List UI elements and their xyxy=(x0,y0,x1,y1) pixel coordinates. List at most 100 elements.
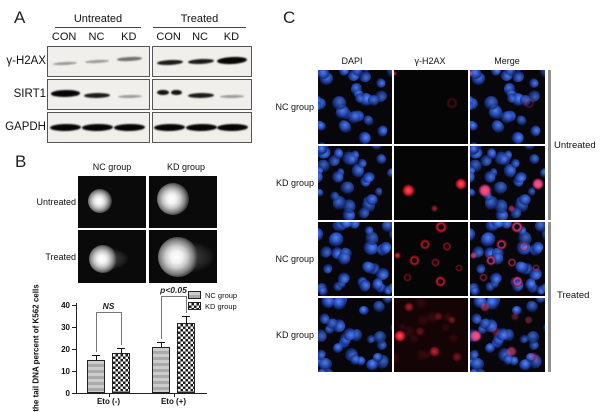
microscopy-image xyxy=(470,146,545,220)
comet-image xyxy=(149,176,217,228)
y-tick-label: 0 xyxy=(65,389,70,398)
lane-label: CON xyxy=(156,31,181,43)
blot-row-label: SIRT1 xyxy=(13,87,46,100)
x-category-tick xyxy=(108,394,110,397)
faint-red-cell xyxy=(417,314,429,326)
h2ax-focus xyxy=(394,251,402,259)
microscopy-image xyxy=(318,298,392,372)
y-tick-label: 20 xyxy=(61,345,70,354)
h2ax-focus xyxy=(531,178,544,191)
x-category-label: Eto (-) xyxy=(96,397,121,406)
tail-dna-bar-chart: the tail DNA percent of K562 cells 0 10 20… xyxy=(28,284,263,412)
error-bar-cap xyxy=(182,316,190,317)
blot-band xyxy=(217,56,248,65)
h2ax-focus xyxy=(478,272,489,283)
cell-nucleus xyxy=(470,226,478,244)
significance-annotation: NS xyxy=(102,301,115,311)
cell-nucleus xyxy=(514,113,529,128)
cell-nucleus xyxy=(491,180,508,196)
comet-head xyxy=(87,188,112,213)
panel-b-row-treated: Treated xyxy=(45,252,76,262)
blot-band xyxy=(187,92,215,98)
cell-nucleus xyxy=(357,130,373,144)
cell-nucleus xyxy=(361,113,376,128)
h2ax-focus xyxy=(434,312,443,321)
h2ax-focus xyxy=(430,257,441,268)
blot-box xyxy=(47,46,150,77)
blot-box xyxy=(47,112,150,143)
blot-box xyxy=(152,46,252,77)
panel-b-row-untreated: Untreated xyxy=(36,197,76,207)
faint-red-cell xyxy=(394,352,400,365)
blot-row-label: GAPDH xyxy=(5,120,46,133)
lane-label: KD xyxy=(223,31,240,43)
blot-band xyxy=(187,58,215,65)
blot-band xyxy=(216,123,248,132)
h2ax-focus xyxy=(447,316,456,325)
panel-c-rowlabel-3: NC group xyxy=(275,254,314,264)
chart-y-axis-label: the tail DNA percent of K562 cells xyxy=(31,284,41,412)
blot-band xyxy=(154,123,186,132)
blot-band xyxy=(156,89,169,96)
blot-band xyxy=(117,56,143,62)
error-bar-line xyxy=(185,316,187,323)
h2ax-focus xyxy=(507,205,515,213)
x-category-label: Eto (+) xyxy=(160,397,187,406)
blot-band xyxy=(49,123,81,132)
blot-row-label: γ-H2AX xyxy=(6,54,46,67)
h2ax-focus xyxy=(531,263,541,273)
bracket-left-leg xyxy=(161,296,162,340)
cell-nucleus xyxy=(318,286,328,296)
cell-nucleus xyxy=(537,70,545,80)
cell-nucleus xyxy=(489,272,503,285)
bracket-right-leg xyxy=(121,312,122,345)
y-tick xyxy=(72,371,76,372)
cell-nucleus xyxy=(375,267,390,281)
h2ax-focus xyxy=(480,302,490,312)
panel-c-col-h2ax: γ-H2AX xyxy=(414,56,446,66)
untreated-bracket-bar xyxy=(548,70,551,220)
h2ax-focus xyxy=(511,222,524,234)
y-tick-label: 30 xyxy=(61,323,70,332)
blot-box xyxy=(152,112,252,143)
bracket-top-bar xyxy=(96,312,121,313)
cell-nucleus xyxy=(318,140,328,144)
cell-nucleus xyxy=(470,187,477,199)
significance-annotation: p<0.05 xyxy=(160,285,187,295)
blot-band xyxy=(171,89,183,96)
microscopy-image xyxy=(470,70,545,144)
cell-nucleus xyxy=(375,124,390,138)
cell-nucleus xyxy=(318,120,328,133)
cell-nucleus xyxy=(373,76,388,90)
microscopy-image xyxy=(318,146,392,220)
blot-band xyxy=(50,89,80,97)
faint-red-cell xyxy=(403,325,416,339)
y-axis-line xyxy=(76,303,78,393)
nc-group-bar xyxy=(87,360,105,393)
bracket-right-leg xyxy=(186,296,187,313)
h2ax-focus xyxy=(524,316,533,325)
bracket-left-leg xyxy=(96,312,97,352)
blot-box xyxy=(47,79,150,110)
h2ax-focus xyxy=(445,97,458,110)
h2ax-focus xyxy=(434,222,447,234)
faint-red-cell xyxy=(423,350,433,360)
y-tick xyxy=(72,305,76,306)
blot-band xyxy=(84,92,111,98)
panel-b-letter: B xyxy=(15,152,27,171)
h2ax-focus xyxy=(419,238,431,250)
legend-label: NC group xyxy=(205,290,238,300)
cell-nucleus xyxy=(369,146,385,153)
h2ax-focus xyxy=(470,330,482,343)
y-tick-label: 10 xyxy=(61,367,70,376)
cell-nucleus xyxy=(521,146,538,153)
cell-nucleus xyxy=(486,148,496,160)
error-bar-cap xyxy=(117,347,125,349)
microscopy-image xyxy=(394,70,468,144)
x-axis-line xyxy=(76,393,207,395)
cell-nucleus xyxy=(510,130,525,144)
blot-band xyxy=(81,123,114,132)
error-bar-cap xyxy=(92,354,100,356)
cell-nucleus xyxy=(358,305,371,317)
faint-red-cell xyxy=(440,322,450,332)
